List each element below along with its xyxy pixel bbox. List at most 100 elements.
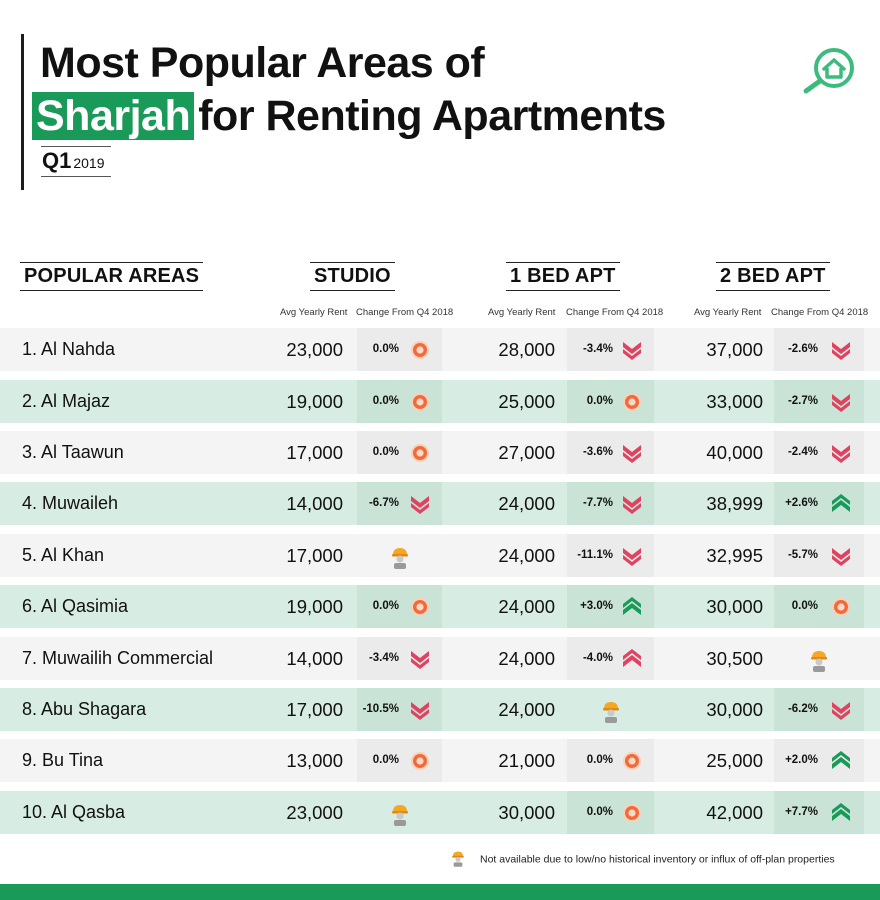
no-change-circle-icon (621, 391, 643, 413)
one-rent: 25,000 (475, 391, 555, 413)
year-label: 2019 (73, 155, 104, 171)
down-chevron-icon (621, 493, 643, 515)
area-name: 2. Al Majaz (22, 391, 110, 412)
down-chevron-icon (830, 442, 852, 464)
area-name: 7. Muwailih Commercial (22, 648, 213, 669)
up-chevron-red-icon (621, 648, 643, 670)
studio-rent: 23,000 (263, 802, 343, 824)
two-change: -2.4% (774, 446, 818, 458)
table-row: 9. Bu Tina 13,000 0.0% 21,000 0.0% 25,000 +2.0… (0, 739, 880, 782)
studio-change: -10.5% (355, 703, 399, 715)
down-chevron-icon (409, 493, 431, 515)
studio-rent: 14,000 (263, 493, 343, 515)
studio-change: -3.4% (355, 652, 399, 664)
studio-rent: 17,000 (263, 442, 343, 464)
title-line-1: Most Popular Areas of (40, 39, 484, 87)
two-bed-header: 2 BED APT (716, 262, 830, 291)
two-change: +2.0% (774, 754, 818, 766)
down-chevron-icon (409, 699, 431, 721)
table-row: 1. Al Nahda 23,000 0.0% 28,000 -3.4% 37,000 -2… (0, 328, 880, 371)
down-chevron-icon (621, 442, 643, 464)
down-chevron-icon (409, 648, 431, 670)
title-line-2-rest: for Renting Apartments (198, 92, 666, 140)
no-change-circle-icon (409, 442, 431, 464)
worker-helmet-icon (389, 802, 411, 824)
area-name: 4. Muwaileh (22, 493, 118, 514)
one-change: 0.0% (569, 395, 613, 407)
table-row: 6. Al Qasimia 19,000 0.0% 24,000 +3.0% 30,000… (0, 585, 880, 628)
period-label: Q1 2019 (41, 146, 111, 177)
one-rent: 24,000 (475, 648, 555, 670)
no-change-circle-icon (409, 339, 431, 361)
one-rent: 28,000 (475, 339, 555, 361)
one-change: 0.0% (569, 754, 613, 766)
title-highlight: Sharjah (32, 92, 194, 140)
one-rent: 24,000 (475, 545, 555, 567)
studio-change: -6.7% (355, 497, 399, 509)
one-change: +3.0% (569, 600, 613, 612)
two-rent: 30,500 (683, 648, 763, 670)
area-name: 8. Abu Shagara (22, 699, 146, 720)
two-rent: 25,000 (683, 750, 763, 772)
one-change: -3.6% (569, 446, 613, 458)
area-name: 5. Al Khan (22, 545, 104, 566)
no-change-circle-icon (409, 750, 431, 772)
two-change: -2.7% (774, 395, 818, 407)
title-line-2: Sharjah for Renting Apartments (40, 91, 666, 141)
no-change-circle-icon (409, 596, 431, 618)
down-chevron-icon (830, 699, 852, 721)
table-row: 2. Al Majaz 19,000 0.0% 25,000 0.0% 33,000 -2.… (0, 380, 880, 423)
one-change: -3.4% (569, 343, 613, 355)
down-chevron-icon (830, 391, 852, 413)
two-bed-change-label: Change From Q4 2018 (771, 307, 868, 318)
one-rent: 24,000 (475, 596, 555, 618)
table-row: 3. Al Taawun 17,000 0.0% 27,000 -3.6% 40,000-… (0, 431, 880, 474)
two-change: 0.0% (774, 600, 818, 612)
studio-change-label: Change From Q4 2018 (356, 307, 453, 318)
two-change: -6.2% (774, 703, 818, 715)
no-change-circle-icon (830, 596, 852, 618)
area-name: 9. Bu Tina (22, 750, 103, 771)
two-bed-avg-label: Avg Yearly Rent (694, 307, 761, 318)
studio-rent: 14,000 (263, 648, 343, 670)
up-chevron-icon (621, 596, 643, 618)
one-bed-avg-label: Avg Yearly Rent (488, 307, 555, 318)
studio-avg-label: Avg Yearly Rent (280, 307, 347, 318)
one-change: -11.1% (569, 549, 613, 561)
table-row: 4. Muwaileh 14,000 -6.7% 24,000 -7.7% 38,999 +… (0, 482, 880, 525)
down-chevron-icon (621, 339, 643, 361)
table-row: 5. Al Khan 17,000 24,000 -11.1% 32,995 -5.7% (0, 534, 880, 577)
two-change: -5.7% (774, 549, 818, 561)
down-chevron-icon (621, 545, 643, 567)
studio-header: STUDIO (310, 262, 395, 291)
no-change-circle-icon (409, 391, 431, 413)
two-rent: 30,000 (683, 596, 763, 618)
one-rent: 30,000 (475, 802, 555, 824)
one-rent: 27,000 (475, 442, 555, 464)
one-change: -4.0% (569, 652, 613, 664)
area-name: 10. Al Qasba (22, 802, 125, 823)
worker-helmet-icon (389, 545, 411, 567)
two-change: -2.6% (774, 343, 818, 355)
down-chevron-icon (830, 339, 852, 361)
studio-change: 0.0% (355, 343, 399, 355)
footnote: Not available due to low/no historical i… (450, 849, 835, 870)
two-rent: 40,000 (683, 442, 763, 464)
two-rent: 30,000 (683, 699, 763, 721)
two-rent: 37,000 (683, 339, 763, 361)
quarter-label: Q1 (42, 148, 71, 173)
studio-change: 0.0% (355, 754, 399, 766)
no-change-circle-icon (621, 802, 643, 824)
worker-helmet-icon (450, 849, 466, 870)
studio-rent: 19,000 (263, 391, 343, 413)
studio-change: 0.0% (355, 600, 399, 612)
page-title: Most Popular Areas of Sharjah for Renting… (40, 38, 666, 141)
table-row: 7. Muwailih Commercial 14,000 -3.4% 24,000 -… (0, 637, 880, 680)
studio-rent: 13,000 (263, 750, 343, 772)
two-rent: 33,000 (683, 391, 763, 413)
header: Most Popular Areas of Sharjah for Renting… (0, 0, 880, 200)
bottom-brand-bar (0, 884, 880, 900)
one-rent: 24,000 (475, 699, 555, 721)
two-rent: 38,999 (683, 493, 763, 515)
one-bed-change-label: Change From Q4 2018 (566, 307, 663, 318)
